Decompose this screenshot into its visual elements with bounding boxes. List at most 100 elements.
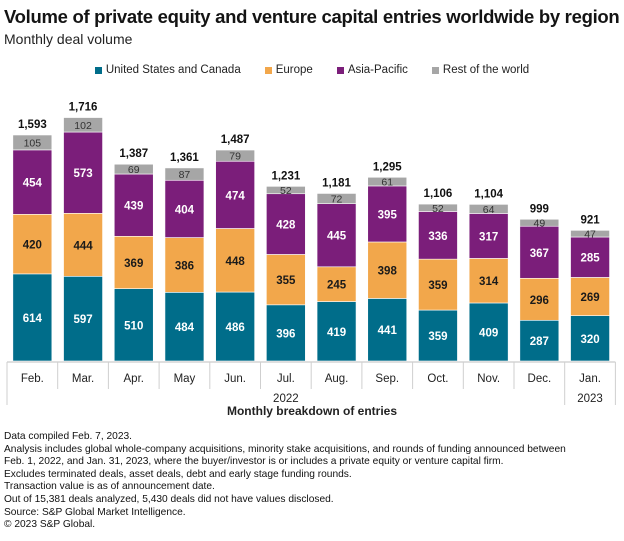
bar-segment bbox=[12, 214, 53, 275]
bar-segment bbox=[164, 167, 205, 181]
data-label: 87 bbox=[179, 169, 191, 181]
data-label: 441 bbox=[378, 325, 398, 337]
footnote-line: Data compiled Feb. 7, 2023. bbox=[4, 431, 132, 442]
footnote-line: Transaction value is as of announcement … bbox=[4, 481, 215, 493]
bar-segment bbox=[113, 288, 154, 362]
total-label: 1,387 bbox=[119, 148, 148, 160]
x-tick-label: Jan. bbox=[579, 373, 601, 385]
legend-label: Asia-Pacific bbox=[347, 64, 408, 76]
x-tick-label: Apr. bbox=[124, 373, 144, 385]
data-label: 484 bbox=[175, 322, 195, 334]
bar-segment bbox=[63, 117, 103, 133]
data-label: 359 bbox=[428, 280, 447, 292]
x-tick-label: Sep. bbox=[375, 373, 399, 385]
bar-segment bbox=[63, 213, 103, 277]
data-label: 444 bbox=[73, 240, 93, 252]
bar-segment bbox=[164, 237, 205, 293]
chart-title: Volume of private equity and venture cap… bbox=[4, 6, 620, 27]
data-label: 285 bbox=[580, 253, 600, 265]
bar-segment bbox=[113, 235, 154, 289]
data-label: 386 bbox=[175, 260, 194, 272]
data-label: 102 bbox=[74, 120, 92, 132]
total-label: 1,716 bbox=[69, 102, 98, 114]
bar-segment bbox=[468, 258, 509, 304]
bar-segment bbox=[519, 277, 560, 321]
data-label: 614 bbox=[23, 313, 43, 325]
data-label: 419 bbox=[327, 327, 346, 339]
chart-subtitle: Monthly deal volume bbox=[4, 31, 133, 47]
legend-item-europe: Europe bbox=[264, 64, 313, 76]
bar-segment bbox=[113, 173, 154, 237]
bar-segment bbox=[164, 179, 205, 238]
data-label: 510 bbox=[124, 320, 143, 332]
legend-label: Rest of the world bbox=[442, 64, 530, 76]
bar-segment bbox=[266, 304, 306, 362]
data-label: 47 bbox=[584, 229, 596, 241]
data-label: 597 bbox=[73, 314, 92, 326]
x-tick-label: Aug. bbox=[325, 373, 349, 385]
bar-segment bbox=[215, 228, 255, 293]
data-label: 296 bbox=[530, 295, 549, 307]
total-label: 1,106 bbox=[424, 188, 453, 200]
bar-segment bbox=[215, 291, 255, 362]
x-tick-label: Oct. bbox=[427, 373, 448, 385]
x-tick-label: Mar. bbox=[72, 373, 94, 385]
legend-item-rest-of-world: Rest of the world bbox=[431, 64, 530, 76]
data-label: 454 bbox=[23, 178, 43, 190]
data-label: 49 bbox=[534, 218, 546, 230]
data-label: 355 bbox=[276, 275, 296, 287]
legend-swatch-rest-of-world bbox=[431, 66, 439, 74]
total-label: 1,231 bbox=[271, 170, 300, 182]
bar-segment bbox=[367, 298, 408, 362]
bar-segment bbox=[418, 203, 458, 212]
data-label: 396 bbox=[276, 328, 295, 340]
legend-item-us-canada: United States and Canada bbox=[94, 64, 241, 76]
bar-segment bbox=[468, 302, 509, 362]
total-label: 1,181 bbox=[322, 177, 351, 189]
data-label: 369 bbox=[124, 258, 143, 270]
bar-segment bbox=[367, 176, 408, 187]
data-label: 79 bbox=[229, 151, 241, 163]
bar-segment bbox=[418, 258, 458, 311]
total-label: 1,487 bbox=[221, 134, 250, 146]
stacked-bar-chart: 614 420 454 105 1,593 Feb. 597 444 573 102 1,716 Ma… bbox=[6, 102, 616, 405]
bar-segment bbox=[12, 134, 53, 151]
bar-segment bbox=[570, 277, 610, 316]
legend: United States and Canada Europe Asia-Pac… bbox=[0, 64, 624, 76]
data-label: 72 bbox=[331, 194, 343, 206]
data-label: 420 bbox=[23, 240, 42, 252]
total-label: 999 bbox=[530, 203, 549, 215]
total-label: 1,295 bbox=[373, 161, 402, 173]
x-tick-label: Nov. bbox=[477, 373, 500, 385]
bar-segment bbox=[215, 160, 255, 229]
data-label: 314 bbox=[479, 276, 499, 288]
data-label: 428 bbox=[276, 220, 296, 232]
footnote-line: Out of 15,381 deals analyzed, 5,430 deal… bbox=[4, 493, 334, 505]
legend-label: Europe bbox=[275, 64, 313, 76]
x-tick-label: Dec. bbox=[528, 373, 552, 385]
data-label: 317 bbox=[479, 231, 498, 243]
footnote-line: © 2023 S&P Global. bbox=[4, 519, 96, 531]
data-label: 105 bbox=[24, 137, 42, 149]
footnotes: Data compiled Feb. 7, 2023. Analysis inc… bbox=[4, 431, 566, 532]
data-label: 474 bbox=[226, 190, 246, 202]
data-label: 409 bbox=[479, 327, 498, 339]
data-label: 398 bbox=[378, 266, 398, 278]
footnote-line: Source: S&P Global Market Intelligence. bbox=[4, 506, 186, 518]
x-tick-label: Jul. bbox=[277, 373, 295, 385]
data-label: 52 bbox=[432, 203, 444, 215]
total-label: 1,593 bbox=[18, 119, 47, 131]
data-label: 367 bbox=[530, 248, 549, 260]
data-label: 336 bbox=[428, 231, 447, 243]
x-tick-label: May bbox=[174, 373, 196, 385]
data-label: 69 bbox=[128, 164, 140, 176]
legend-swatch-europe bbox=[264, 66, 272, 74]
bar-segment bbox=[316, 301, 357, 362]
bar-segment bbox=[113, 163, 154, 175]
bar-segment bbox=[266, 193, 306, 255]
footnote-line: Feb. 1, 2022, and Jan. 31, 2023, where t… bbox=[4, 456, 504, 468]
bar-segment bbox=[519, 319, 560, 362]
bar-segment bbox=[570, 230, 610, 238]
year-group-label: 2022 bbox=[273, 393, 299, 405]
bar-segment bbox=[266, 186, 306, 195]
